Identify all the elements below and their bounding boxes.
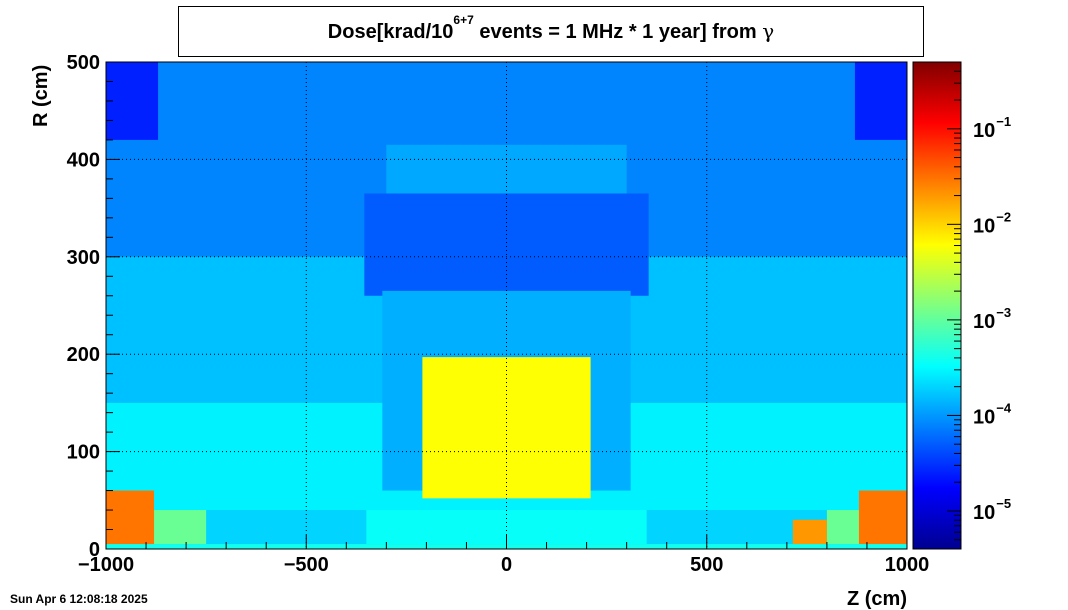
title-pre: Dose[krad/10 — [327, 21, 454, 43]
x-axis: −1000 −500 0 500 1000 — [78, 535, 929, 576]
title-symbol: γ — [762, 19, 775, 43]
colorbar-tick-label: 10−4 — [973, 400, 1012, 428]
y-tick-label: 300 — [67, 247, 100, 269]
colorbar-tick-label: 10−1 — [973, 114, 1011, 142]
heatmap-cell-forward-right-hot — [858, 490, 907, 545]
y-tick-label: 500 — [67, 52, 100, 74]
y-tick-label: 100 — [67, 442, 100, 464]
y-tick-label: 200 — [67, 344, 100, 366]
x-tick-label: 1000 — [885, 554, 930, 576]
title-post: events = 1 MHz * 1 year] from — [473, 21, 763, 43]
colorbar-tick-label: 10−2 — [973, 209, 1011, 237]
chart-title: Dose[krad/106+7 events = 1 MHz * 1 year]… — [327, 13, 775, 44]
y-tick-label: 0 — [89, 539, 100, 561]
heatmap-cell-forward-left-hot — [106, 490, 155, 545]
x-tick-label: 0 — [501, 554, 512, 576]
y-axis-label: R (cm) — [30, 65, 52, 127]
heatmap-cell-barrel-outer-shell — [364, 193, 649, 296]
x-tick-label: −500 — [284, 554, 329, 576]
grid-lines — [106, 62, 907, 549]
x-axis-label: Z (cm) — [847, 588, 907, 610]
colorbar-tick-label: 10−5 — [973, 496, 1011, 524]
x-tick-label: 500 — [690, 554, 723, 576]
heatmap-cell-corner-upper-right — [854, 62, 907, 140]
heatmap-cells — [106, 62, 907, 549]
y-tick-label: 400 — [67, 149, 100, 171]
heatmap-cell-corner-upper-left — [106, 62, 159, 140]
colorbar-tick-label: 10−3 — [973, 305, 1011, 333]
timestamp: Sun Apr 6 12:08:18 2025 — [10, 592, 148, 606]
heatmap-cell-forward-right-insert — [792, 519, 827, 545]
title-sup: 6+7 — [453, 13, 474, 27]
y-axis: 0 100 200 300 400 500 — [67, 52, 120, 561]
colorbar — [912, 61, 962, 550]
colorbar-axis: 10−1 10−2 10−3 10−4 10−5 — [947, 61, 1012, 550]
chart-title-box: Dose[krad/106+7 events = 1 MHz * 1 year]… — [178, 6, 924, 57]
x-tick-label: −1000 — [78, 554, 134, 576]
